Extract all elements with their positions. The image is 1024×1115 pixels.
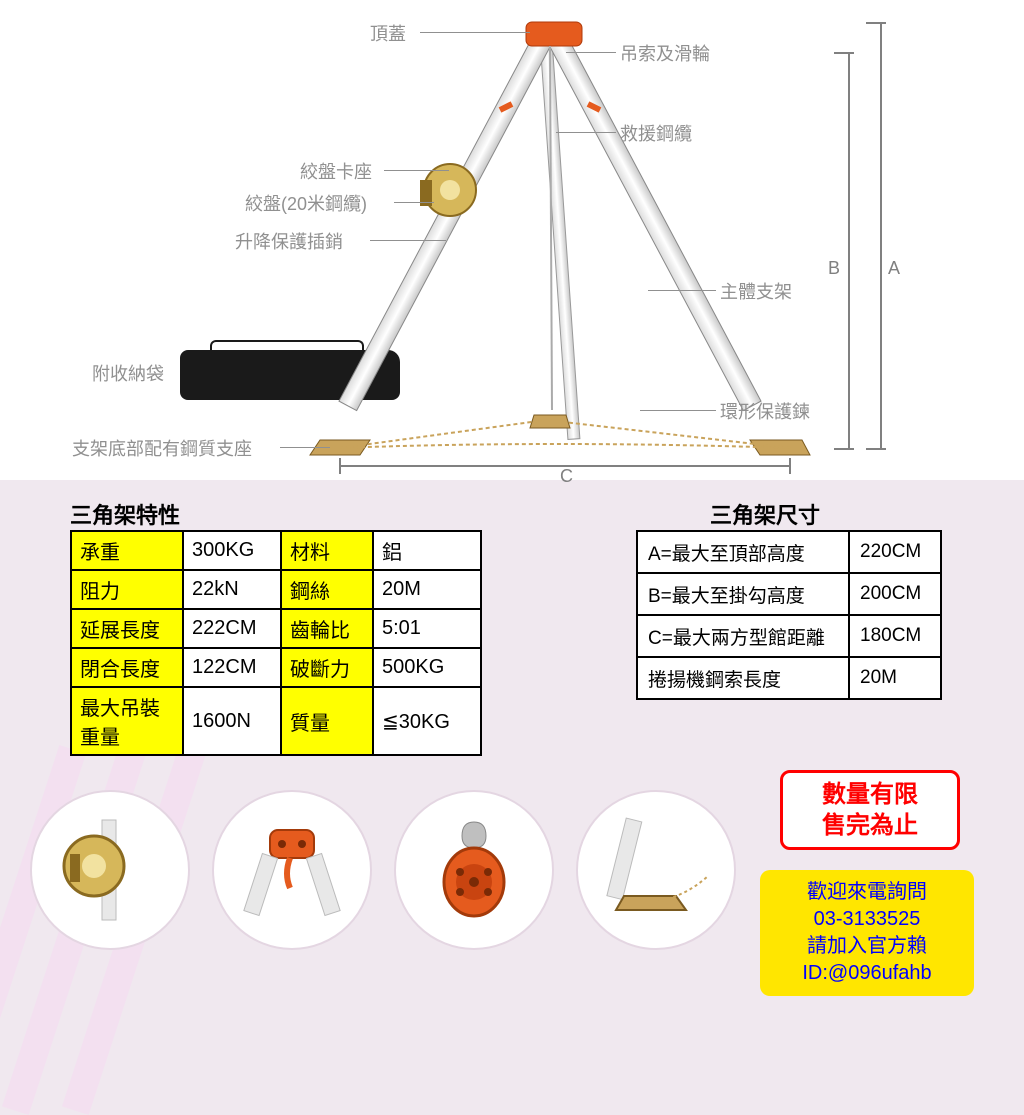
thumb-foot: [576, 790, 736, 950]
thumb-pulley: [394, 790, 554, 950]
spec-title: 三角架特性: [70, 498, 180, 530]
dim-c-label: C: [560, 466, 573, 486]
thumb-winch: [30, 790, 190, 950]
contact-box: 歡迎來電詢問 03-3133525 請加入官方賴 ID:@096ufahb: [760, 870, 974, 996]
size-table: A=最大至頂部高度220CM B=最大至掛勾高度200CM C=最大兩方型館距離…: [636, 530, 942, 700]
size-title: 三角架尺寸: [710, 498, 820, 530]
detail-thumbnails: [30, 790, 736, 950]
spec-table: 承重300KG材料鋁 阻力22kN鋼絲20M 延展長度222CM齒輪比 5:01…: [70, 530, 482, 756]
limited-notice: 數量有限 售完為止: [780, 770, 960, 850]
thumb-topcap: [212, 790, 372, 950]
